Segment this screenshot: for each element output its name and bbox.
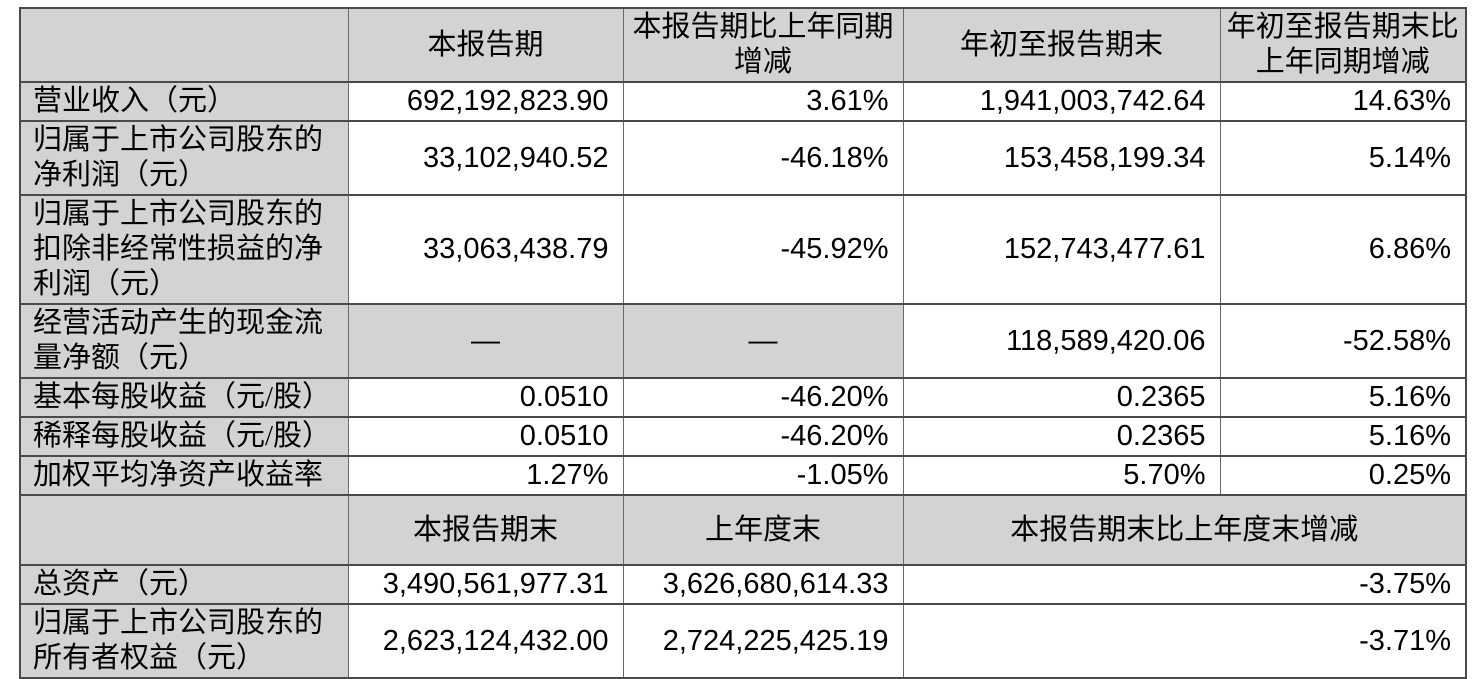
header-period-end-vs-prior: 本报告期末比上年度末增减 [902, 494, 1467, 566]
metric-value-ytd-yoy: 5.14% [1219, 120, 1467, 196]
metric-value-current: 0.0510 [347, 377, 624, 418]
metric-value-change: -3.71% [902, 603, 1467, 679]
table-row-operating-cash-flow: 经营活动产生的现金流量净额（元） — — 118,589,420.06 -52.… [19, 303, 1467, 379]
metric-value-ytd: 0.2365 [902, 416, 1221, 457]
financial-summary-section: 本报告期 本报告期比上年同期增减 年初至报告期末 年初至报告期末比上年同期增减 … [19, 7, 1467, 679]
metric-value-ytd: 0.2365 [902, 377, 1221, 418]
metric-label: 归属于上市公司股东的净利润（元） [19, 120, 349, 196]
header-ytd: 年初至报告期末 [902, 7, 1221, 83]
metric-value-ytd: 152,743,477.61 [902, 194, 1221, 305]
header-prior-year-end: 上年度末 [622, 494, 904, 566]
metric-value-current: 0.0510 [347, 416, 624, 457]
metric-value-current-yoy: -46.20% [622, 377, 904, 418]
metric-value-period-end: 3,490,561,977.31 [347, 564, 624, 605]
metric-value-period-end: 2,623,124,432.00 [347, 603, 624, 679]
header-blank-cell [19, 7, 349, 83]
metric-value-current-dash: — [347, 303, 624, 379]
metric-label: 经营活动产生的现金流量净额（元） [19, 303, 349, 379]
metric-value-current-yoy: 3.61% [622, 81, 904, 122]
table-row-basic-eps: 基本每股收益（元/股） 0.0510 -46.20% 0.2365 5.16% [19, 377, 1467, 418]
metric-value-ytd-yoy: 5.16% [1219, 377, 1467, 418]
metric-value-current-yoy: -46.20% [622, 416, 904, 457]
table-row-equity: 归属于上市公司股东的所有者权益（元） 2,623,124,432.00 2,72… [19, 603, 1467, 679]
table-row-revenue: 营业收入（元） 692,192,823.90 3.61% 1,941,003,7… [19, 81, 1467, 122]
metric-value-ytd-yoy: 0.25% [1219, 455, 1467, 496]
table-row-net-profit: 归属于上市公司股东的净利润（元） 33,102,940.52 -46.18% 1… [19, 120, 1467, 196]
metric-value-current-yoy: -1.05% [622, 455, 904, 496]
metric-value-prior-year-end: 3,626,680,614.33 [622, 564, 904, 605]
header-current-period: 本报告期 [347, 7, 624, 83]
metric-value-ytd-yoy: 14.63% [1219, 81, 1467, 122]
metric-value-current: 33,102,940.52 [347, 120, 624, 196]
header-current-period-yoy: 本报告期比上年同期增减 [622, 7, 904, 83]
metric-value-change: -3.75% [902, 564, 1467, 605]
metric-value-current-yoy: -45.92% [622, 194, 904, 305]
table-row-weighted-avg-roe: 加权平均净资产收益率 1.27% -1.05% 5.70% 0.25% [19, 455, 1467, 496]
metric-value-ytd: 118,589,420.06 [902, 303, 1221, 379]
metric-label: 归属于上市公司股东的所有者权益（元） [19, 603, 349, 679]
metric-value-ytd: 1,941,003,742.64 [902, 81, 1221, 122]
metric-label: 加权平均净资产收益率 [19, 455, 349, 496]
metric-value-ytd: 5.70% [902, 455, 1221, 496]
financial-summary-table: 本报告期 本报告期比上年同期增减 年初至报告期末 年初至报告期末比上年同期增减 … [19, 7, 1467, 679]
table-row-diluted-eps: 稀释每股收益（元/股） 0.0510 -46.20% 0.2365 5.16% [19, 416, 1467, 457]
header-period-end: 本报告期末 [347, 494, 624, 566]
table-row-total-assets: 总资产（元） 3,490,561,977.31 3,626,680,614.33… [19, 564, 1467, 605]
metric-value-current: 1.27% [347, 455, 624, 496]
metric-value-ytd-yoy: 6.86% [1219, 194, 1467, 305]
metric-label: 营业收入（元） [19, 81, 349, 122]
metric-label: 稀释每股收益（元/股） [19, 416, 349, 457]
metric-value-current-yoy: -46.18% [622, 120, 904, 196]
metric-value-current: 33,063,438.79 [347, 194, 624, 305]
metric-label: 基本每股收益（元/股） [19, 377, 349, 418]
metric-value-ytd-yoy: 5.16% [1219, 416, 1467, 457]
metric-value-current: 692,192,823.90 [347, 81, 624, 122]
table-row-net-profit-excl-nonrecurring: 归属于上市公司股东的扣除非经常性损益的净利润（元） 33,063,438.79 … [19, 194, 1467, 305]
metric-value-current-yoy-dash: — [622, 303, 904, 379]
metric-value-ytd: 153,458,199.34 [902, 120, 1221, 196]
header-blank-cell [19, 494, 349, 566]
metric-value-prior-year-end: 2,724,225,425.19 [622, 603, 904, 679]
header-row-top: 本报告期 本报告期比上年同期增减 年初至报告期末 年初至报告期末比上年同期增减 [19, 7, 1467, 83]
header-row-bottom: 本报告期末 上年度末 本报告期末比上年度末增减 [19, 494, 1467, 566]
header-ytd-yoy: 年初至报告期末比上年同期增减 [1219, 7, 1467, 83]
metric-value-ytd-yoy: -52.58% [1219, 303, 1467, 379]
metric-label: 归属于上市公司股东的扣除非经常性损益的净利润（元） [19, 194, 349, 305]
metric-label: 总资产（元） [19, 564, 349, 605]
